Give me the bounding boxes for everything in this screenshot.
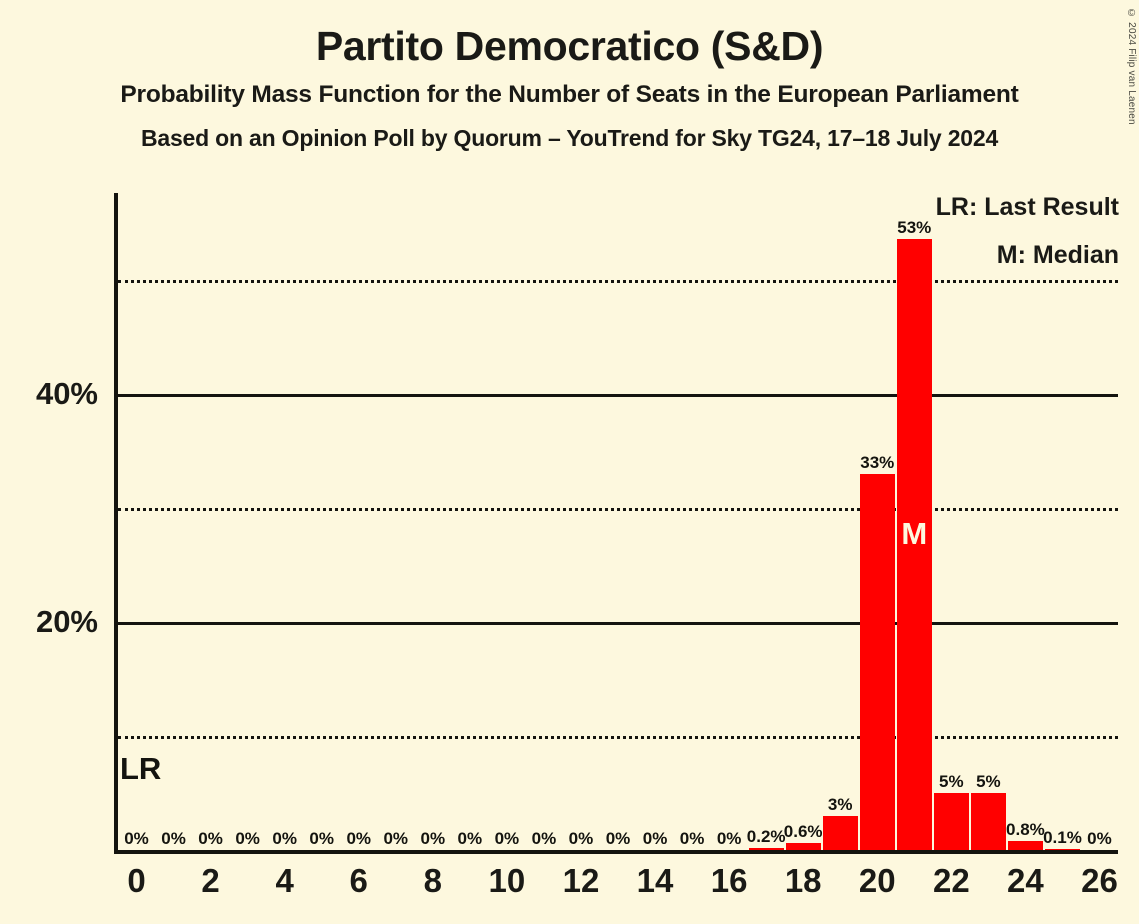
bar-seat-20: [859, 474, 895, 850]
x-axis-tick-label-10: 10: [488, 862, 526, 899]
x-axis-tick-label-20: 20: [858, 862, 896, 899]
bar-value-label-8: 0%: [420, 829, 446, 848]
bar-value-label-24: 0.8%: [1006, 819, 1045, 839]
bar-value-label-5: 0%: [309, 829, 334, 848]
bar-value-label-1: 0%: [161, 829, 186, 848]
bar-value-label-21: 53%: [897, 218, 932, 238]
bar-value-label-4: 0%: [272, 829, 297, 848]
y-axis-tick-label: 40%: [35, 376, 98, 412]
bar-value-label-13: 0%: [605, 829, 631, 848]
legend-median: M: Median: [996, 240, 1119, 269]
median-marker: M: [901, 516, 928, 552]
bar-seat-18: [785, 843, 821, 850]
title-block: Partito Democratico (S&D) Probability Ma…: [0, 0, 1139, 150]
bar-value-label-26: 0%: [1087, 829, 1112, 848]
gridline-30: [118, 508, 1118, 512]
bar-value-label-10: 0%: [494, 829, 520, 848]
y-axis-line: [114, 193, 118, 853]
x-axis-tick-label-22: 22: [932, 862, 970, 899]
x-axis-tick-label-4: 4: [275, 862, 294, 899]
bar-value-label-22: 5%: [939, 772, 964, 792]
gridline-20: [118, 622, 1118, 626]
x-axis-tick-label-2: 2: [201, 862, 220, 899]
x-axis-line: [114, 850, 1118, 854]
bar-seat-22: [933, 793, 969, 850]
x-axis-tick-label-18: 18: [784, 862, 822, 899]
x-axis-tick-label-24: 24: [1007, 862, 1044, 899]
bar-value-label-11: 0%: [531, 829, 557, 848]
bar-value-label-12: 0%: [568, 829, 594, 848]
x-axis-tick-label-8: 8: [423, 862, 442, 899]
legend-last-result: LR: Last Result: [935, 193, 1119, 221]
bar-value-label-7: 0%: [383, 829, 409, 848]
gridline-10: [118, 736, 1118, 740]
bar-seat-24: [1007, 840, 1043, 850]
bar-value-label-19: 3%: [827, 794, 853, 814]
bar-value-label-18: 0.6%: [783, 822, 823, 842]
gridline-40: [118, 394, 1118, 398]
plot-area: 20% 40% 0% 0% 0% 0% 0% 0% 0% 0% 0% 0% 0% 0% 0% 0% 0% 0% 0%…: [36, 196, 1118, 850]
page-title: Partito Democratico (S&D): [315, 23, 824, 69]
bar-value-label-23: 5%: [976, 772, 1001, 792]
bar-seat-19: [822, 815, 858, 850]
chart-source-line: Based on an Opinion Poll by Quorum – You…: [140, 124, 999, 151]
bar-value-label-3: 0%: [235, 829, 260, 848]
chart-legend: LR: Last Result M: Median: [936, 184, 1119, 279]
gridline-50: [118, 280, 1118, 284]
copyright-notice: © 2024 Filip van Laenen: [1126, 8, 1137, 125]
bar-value-label-6: 0%: [346, 829, 372, 848]
bar-seat-23: [970, 793, 1006, 850]
x-axis-tick-label-6: 6: [349, 862, 368, 899]
x-axis-tick-label-26: 26: [1081, 862, 1118, 899]
bar-seat-17: [748, 847, 784, 850]
bar-seat-25: [1044, 848, 1080, 850]
bar-value-label-14: 0%: [642, 829, 668, 848]
bar-value-label-16: 0%: [716, 829, 742, 848]
bar-value-label-0: 0%: [124, 829, 149, 848]
bar-value-label-25: 0.1%: [1043, 827, 1082, 847]
bar-value-label-9: 0%: [457, 829, 483, 848]
x-axis-tick-label-14: 14: [636, 862, 674, 899]
bar-value-label-2: 0%: [198, 829, 223, 848]
x-axis-tick-label-0: 0: [127, 862, 146, 899]
y-axis-tick-label: 20%: [35, 604, 98, 640]
x-axis-tick-label-16: 16: [710, 862, 748, 899]
bar-value-label-17: 0.2%: [746, 826, 786, 846]
x-axis-tick-label-12: 12: [562, 862, 600, 899]
bar-value-label-20: 33%: [860, 453, 895, 472]
last-result-marker: LR: [120, 751, 162, 786]
chart-subtitle: Probability Mass Function for the Number…: [120, 81, 1019, 109]
bar-seat-21: [896, 239, 932, 850]
bar-value-label-15: 0%: [679, 829, 705, 848]
